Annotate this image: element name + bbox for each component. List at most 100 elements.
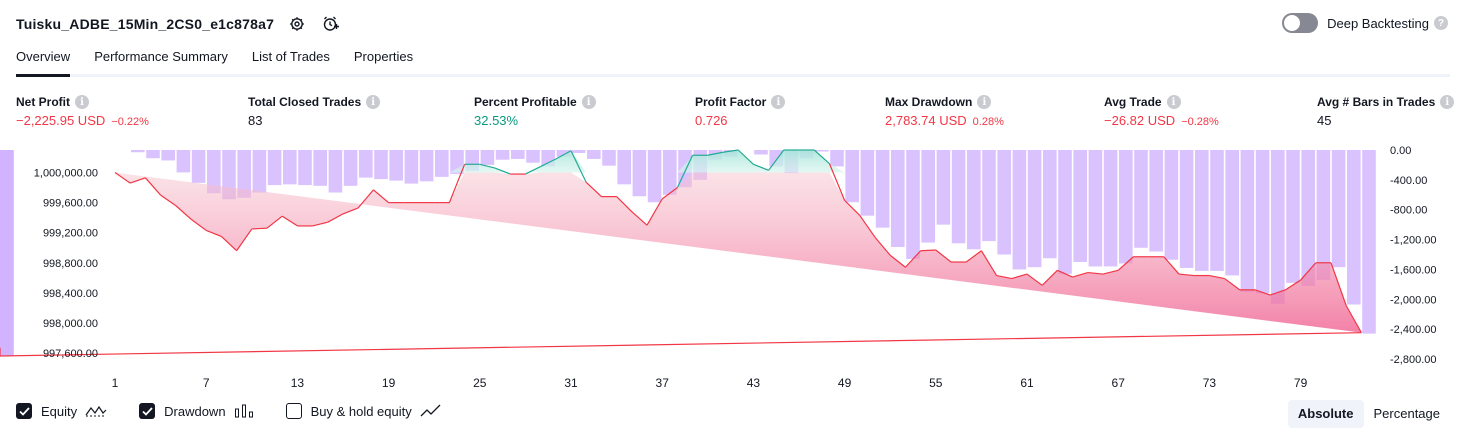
metric-label: Profit Factor: [695, 95, 766, 109]
drawdown-bar: [511, 150, 525, 159]
info-icon[interactable]: i: [1167, 95, 1181, 109]
drawdown-bar: [845, 150, 859, 202]
drawdown-bar: [754, 150, 768, 154]
left-axis-tick-label: 998,000.00: [43, 318, 98, 330]
drawdown-bar: [1028, 150, 1042, 267]
x-axis-tick-label: 7: [203, 376, 210, 390]
drawdown-bar: [1180, 150, 1194, 268]
settings-icon[interactable]: [286, 13, 308, 35]
metric-avg-trade: Avg Trade i −26.82 USD −0.28%: [1104, 94, 1219, 128]
right-axis-tick-label: -2,000.00: [1390, 294, 1436, 306]
drawdown-bar: [587, 150, 601, 159]
metric-label: Net Profit: [16, 95, 70, 109]
info-icon[interactable]: i: [582, 95, 596, 109]
info-icon[interactable]: i: [771, 95, 785, 109]
drawdown-bar: [146, 150, 160, 158]
drawdown-bar: [1089, 150, 1103, 266]
percentage-button[interactable]: Percentage: [1364, 400, 1451, 428]
legend-buy-hold-label: Buy & hold equity: [311, 404, 412, 419]
drawdown-bar: [313, 150, 327, 186]
x-axis-tick-label: 61: [1020, 376, 1034, 390]
metric-label: Percent Profitable: [474, 95, 577, 109]
drawdown-bar: [268, 150, 282, 185]
info-icon[interactable]: i: [977, 95, 991, 109]
drawdown-bar: [298, 150, 312, 185]
value-mode-switch: Absolute Percentage: [1288, 400, 1450, 428]
drawdown-bar: [359, 150, 373, 178]
drawdown-bar: [253, 150, 267, 193]
info-icon[interactable]: i: [1440, 95, 1454, 109]
metric-total-closed-trades: Total Closed Trades i 83: [248, 94, 380, 128]
left-axis-tick-label: 998,800.00: [43, 258, 98, 270]
drawdown-bar: [1195, 150, 1209, 271]
drawdown-bar: [1149, 150, 1163, 252]
drawdown-bar: [906, 150, 920, 259]
equity-drawdown-chart[interactable]: 1,000,000.00 999,600.00 999,200.00 998,800.…: [0, 140, 1466, 390]
equity-checkbox[interactable]: [16, 403, 32, 419]
left-axis-tick-label: 999,200.00: [43, 228, 98, 240]
legend-buy-hold[interactable]: Buy & hold equity: [286, 403, 442, 419]
drawdown-bar: [1210, 150, 1224, 271]
legend-equity-label: Equity: [41, 404, 77, 419]
drawdown-bar: [997, 150, 1011, 255]
drawdown-checkbox[interactable]: [139, 403, 155, 419]
x-axis-tick-label: 67: [1112, 376, 1126, 390]
drawdown-bar: [1058, 150, 1072, 274]
metric-value: −2,225.95 USD: [16, 113, 105, 128]
x-axis-tick-label: 43: [747, 376, 761, 390]
tab-properties[interactable]: Properties: [354, 40, 413, 74]
tab-bar: Overview Performance Summary List of Tra…: [16, 40, 1450, 77]
drawdown-bar: [861, 150, 875, 216]
metric-value: 2,783.74 USD: [885, 113, 967, 128]
right-axis-tick-label: -400.00: [1390, 175, 1427, 187]
drawdown-bar: [891, 150, 905, 247]
add-alert-icon[interactable]: [320, 13, 342, 35]
info-icon[interactable]: i: [366, 95, 380, 109]
drawdown-bar: [830, 150, 844, 166]
metric-label: Avg # Bars in Trades: [1317, 95, 1435, 109]
x-axis-tick-label: 25: [473, 376, 487, 390]
x-axis-tick-label: 55: [929, 376, 943, 390]
tab-list-of-trades[interactable]: List of Trades: [252, 40, 330, 74]
deep-backtesting-toggle[interactable]: [1282, 13, 1318, 33]
legend-drawdown[interactable]: Drawdown: [139, 403, 253, 419]
x-axis-tick-label: 37: [656, 376, 670, 390]
info-icon[interactable]: i: [75, 95, 89, 109]
drawdown-bar: [648, 150, 662, 202]
drawdown-bar: [1119, 150, 1133, 263]
right-axis-tick-label: -800.00: [1390, 205, 1427, 217]
metric-max-drawdown: Max Drawdown i 2,783.74 USD 0.28%: [885, 94, 1004, 128]
metric-percent: 0.28%: [973, 116, 1004, 128]
drawdown-bar: [663, 150, 677, 195]
right-axis-tick-label: -1,600.00: [1390, 264, 1436, 276]
metric-percent-profitable: Percent Profitable i 32.53%: [474, 94, 596, 128]
drawdown-bar: [1317, 150, 1331, 280]
drawdown-bar: [435, 150, 449, 177]
drawdown-bar: [1271, 150, 1285, 304]
tab-performance-summary[interactable]: Performance Summary: [94, 40, 228, 74]
legend-equity[interactable]: Equity: [16, 403, 107, 419]
drawdown-bar: [952, 150, 966, 243]
drawdown-bar: [131, 150, 145, 152]
drawdown-bar: [161, 150, 175, 160]
drawdown-bar: [1073, 150, 1087, 262]
absolute-button[interactable]: Absolute: [1288, 400, 1364, 428]
equity-line-segment: [921, 250, 936, 251]
chart-legend: Equity Drawdown Buy & hold equity: [16, 403, 474, 419]
drawdown-bar: [192, 150, 206, 183]
drawdown-bar: [1225, 150, 1239, 275]
buy-hold-checkbox[interactable]: [286, 403, 302, 419]
deep-backtesting-label: Deep Backtesting: [1327, 16, 1429, 31]
drawdown-bar: [329, 150, 343, 193]
drawdown-bar: [389, 150, 403, 181]
metric-avg-bars: Avg # Bars in Trades i 45: [1317, 94, 1454, 128]
x-axis-tick-label: 13: [291, 376, 305, 390]
right-axis-tick-label: 0.00: [1390, 145, 1411, 157]
drawdown-bar: [177, 150, 191, 172]
tab-overview[interactable]: Overview: [16, 40, 70, 74]
x-axis-tick-label: 79: [1294, 376, 1308, 390]
drawdown-bar: [572, 150, 586, 153]
equity-line-segment: [0, 333, 1361, 356]
help-icon[interactable]: ?: [1434, 16, 1448, 30]
left-axis-tick-label: 997,600.00: [43, 348, 98, 360]
